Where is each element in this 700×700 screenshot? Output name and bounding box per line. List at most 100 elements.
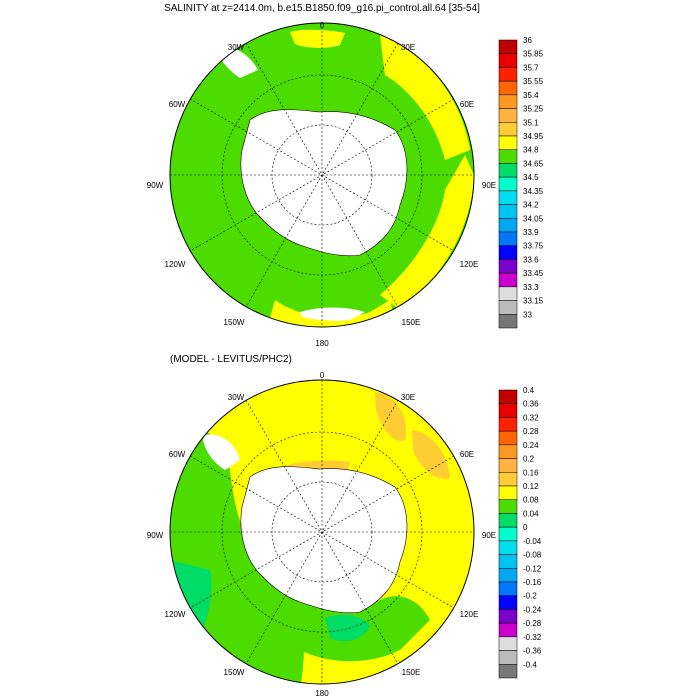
colorbar-label: 35.1	[523, 118, 539, 127]
colorbar-label: 0.04	[523, 509, 539, 518]
colorbar-swatch	[498, 39, 518, 54]
lon-label-0: 0	[320, 371, 325, 380]
colorbar-swatch	[498, 554, 518, 569]
panel1-map-border	[169, 22, 475, 328]
colorbar-label: 33.6	[523, 255, 539, 264]
lon-label-120e: 120E	[460, 260, 479, 269]
colorbar-swatch	[498, 149, 518, 164]
colorbar-swatch	[498, 650, 518, 665]
lon-label-60e: 60E	[460, 100, 474, 109]
colorbar-label: -0.12	[523, 564, 542, 573]
panel1-map	[169, 22, 475, 328]
colorbar-swatch	[498, 176, 518, 192]
panel1-shelf-ross	[300, 307, 365, 321]
lon-label-30w: 30W	[228, 393, 245, 402]
lon-label-60w: 60W	[169, 100, 186, 109]
colorbar-swatch	[498, 568, 518, 583]
lon-label-150e: 150E	[402, 318, 421, 327]
colorbar-swatch	[498, 80, 518, 96]
colorbar-swatch	[498, 540, 518, 555]
panel2-high-anom-30e	[375, 392, 406, 441]
colorbar-label: 0.36	[523, 400, 539, 409]
panel2-colorbar: 0.4 0.36 0.32 0.28 0.24 0.2 0.16 0.12 0.08 0.04 0 -…	[498, 386, 542, 679]
colorbar-label: -0.08	[523, 551, 542, 560]
colorbar-swatch	[498, 300, 518, 315]
panel2-map	[169, 379, 475, 685]
colorbar-swatch	[498, 581, 518, 596]
lon-label-150e: 150E	[402, 668, 421, 677]
colorbar-swatch	[498, 204, 518, 219]
panel1-title: SALINITY at z=2414.0m, b.e15.B1850.f09_g…	[164, 3, 480, 14]
colorbar-swatch	[498, 53, 518, 68]
colorbar-swatch	[498, 389, 518, 404]
colorbar-swatch	[498, 458, 518, 473]
colorbar-label: 34.05	[523, 214, 544, 223]
colorbar-swatch	[498, 135, 518, 150]
colorbar-swatch	[498, 67, 518, 82]
panel2-south-america	[203, 434, 240, 470]
lon-label-30e: 30E	[401, 393, 415, 402]
panel1-high-salinity-atlantic	[290, 29, 345, 48]
colorbar-swatch	[498, 245, 518, 260]
colorbar-swatch	[498, 595, 518, 610]
colorbar-swatch	[498, 108, 518, 123]
colorbar-label: -0.36	[523, 647, 542, 656]
colorbar-swatch	[498, 444, 518, 459]
colorbar-label: 0	[523, 523, 528, 532]
lon-label-30e: 30E	[401, 43, 415, 52]
colorbar-swatch	[498, 417, 518, 432]
colorbar-label: 33.3	[523, 283, 539, 292]
lon-label-0: 0	[320, 21, 325, 30]
colorbar-swatch	[498, 430, 518, 446]
lon-label-120e: 120E	[460, 610, 479, 619]
panel2-negative-anom-south	[325, 614, 370, 642]
colorbar-swatch	[498, 272, 518, 288]
panel1-colorbar: 36 35.85 35.7 35.55 35.4 35.25 35.1 34.95 34.8 34…	[498, 36, 544, 329]
lon-label-90e: 90E	[482, 181, 496, 190]
colorbar-label: 0.08	[523, 496, 539, 505]
colorbar-label: 33.75	[523, 242, 544, 251]
panel2-antarctica	[240, 466, 407, 613]
panel2-lon-labels: 0 30E 60E 90E 120E 150E 180 150W 120W 90…	[147, 371, 496, 698]
colorbar-label: 35.85	[523, 50, 544, 59]
colorbar-swatch	[498, 472, 518, 487]
colorbar-label: 0.4	[523, 386, 535, 395]
lon-label-90w: 90W	[147, 531, 164, 540]
panel2-high-anom-60e	[412, 430, 450, 479]
colorbar-label: 33.15	[523, 297, 544, 306]
colorbar-swatch	[498, 286, 518, 301]
colorbar-label: 36	[523, 36, 532, 45]
colorbar-label: 34.95	[523, 132, 544, 141]
panel2-title: (MODEL - LEVITUS/PHC2)	[170, 354, 292, 365]
colorbar-swatch	[498, 259, 518, 274]
colorbar-label: -0.28	[523, 619, 542, 628]
colorbar-label: 0.28	[523, 427, 539, 436]
lon-label-150w: 150W	[224, 668, 245, 677]
colorbar-label: -0.4	[523, 660, 537, 669]
colorbar-swatch	[498, 190, 518, 205]
colorbar-label: 33.45	[523, 269, 544, 278]
panel2-map-border	[169, 379, 475, 685]
colorbar-swatch	[498, 622, 518, 638]
colorbar-label: 35.7	[523, 63, 539, 72]
colorbar-swatch	[498, 664, 518, 679]
colorbar-swatch	[498, 499, 518, 514]
colorbar-label: -0.32	[523, 633, 542, 642]
colorbar-swatch	[498, 609, 518, 624]
colorbar-label: -0.04	[523, 537, 542, 546]
colorbar-label: 34.35	[523, 187, 544, 196]
colorbar-swatch	[498, 403, 518, 418]
colorbar-swatch	[498, 513, 518, 528]
colorbar-label: 35.25	[523, 105, 544, 114]
panel1-antarctica	[240, 109, 407, 256]
colorbar-label: 34.8	[523, 146, 539, 155]
colorbar-swatch	[498, 485, 518, 500]
colorbar-label: 0.12	[523, 482, 539, 491]
lon-label-120w: 120W	[165, 610, 186, 619]
colorbar-label: -0.16	[523, 578, 542, 587]
colorbar-label: -0.2	[523, 592, 537, 601]
colorbar-swatch	[498, 636, 518, 651]
colorbar-label: 0.2	[523, 455, 535, 464]
colorbar-swatch	[498, 231, 518, 246]
